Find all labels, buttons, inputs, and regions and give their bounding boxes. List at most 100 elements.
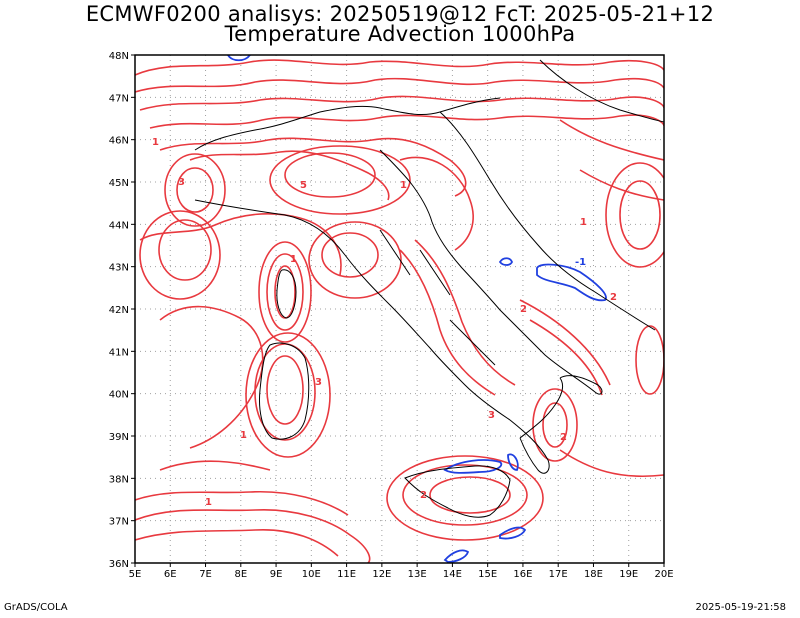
contour-label-layer: 1 3 5 1 1 3 1 2 1 2 2 1 2 -1 3: [152, 137, 617, 508]
lon-tick-label: 11E: [337, 569, 356, 580]
contour-south-2: [135, 529, 339, 557]
contour-corsica-1: [274, 265, 296, 319]
coast-north-border: [539, 59, 664, 123]
contour-value-label: 1: [580, 217, 587, 228]
lon-tick-label: 9E: [270, 569, 283, 580]
lat-tick-label: 38N: [109, 474, 129, 485]
contour-tuscany-2: [308, 221, 402, 299]
coast-internal-border-1: [379, 229, 411, 276]
coast-corsica: [276, 269, 297, 319]
lat-tick-label: 44N: [109, 220, 129, 231]
contour-calabria-1: [542, 402, 568, 448]
contour-value-label: -1: [575, 257, 586, 268]
neg-contour-adriatic-small: [498, 257, 513, 266]
neg-contour-sicily-e: [507, 453, 519, 471]
longitude-axis: 5E 6E 7E 8E 9E 10E 11E 12E 13E 14E 15E 16E 17E 18E 19E…: [129, 563, 674, 580]
contour-value-label: 2: [610, 292, 617, 303]
contour-alps-1: [135, 59, 664, 76]
contour-alps-2: [135, 77, 664, 93]
lat-tick-label: 48N: [109, 51, 129, 62]
footer-software-label: GrADS/COLA: [4, 602, 68, 613]
contour-apennine-2: [414, 239, 516, 386]
lat-tick-label: 39N: [109, 432, 129, 443]
neg-contour-ionian: [499, 526, 527, 540]
contour-calabria-2: [532, 388, 578, 462]
positive-contours: [135, 59, 664, 563]
lat-tick-label: 47N: [109, 93, 129, 104]
contour-central-sea: [159, 460, 271, 471]
contour-west-4: [139, 210, 221, 300]
lon-tick-label: 13E: [408, 569, 427, 580]
contour-south-3: [135, 490, 349, 516]
contour-ionian: [559, 449, 664, 478]
contour-south-1: [135, 508, 371, 563]
contour-value-label: 1: [240, 430, 247, 441]
contour-alps-5: [159, 137, 467, 197]
contour-value-label: 3: [315, 377, 322, 388]
lat-tick-label: 42N: [109, 305, 129, 316]
map-title: ECMWF0200 analisys: 20250519@12 FcT: 202…: [85, 2, 715, 26]
contour-sardinia-1: [266, 355, 304, 425]
lon-tick-label: 8E: [234, 569, 247, 580]
contour-corsica-3: [258, 241, 312, 343]
contour-tuscany-1: [321, 232, 379, 278]
contour-east-5: [579, 169, 664, 201]
contour-value-label: 1: [290, 254, 297, 265]
contour-po-1: [284, 152, 376, 198]
contour-po-2: [269, 145, 411, 215]
lat-tick-label: 36N: [109, 559, 129, 570]
contour-east-3: [635, 325, 664, 395]
contour-sicily-1: [429, 476, 511, 514]
contour-tyrrhenian-w: [159, 305, 264, 449]
contour-west-2: [164, 153, 226, 227]
lon-tick-label: 5E: [129, 569, 142, 580]
lat-tick-label: 41N: [109, 347, 129, 358]
neg-contour-south: [443, 549, 470, 563]
coast-alps-border: [194, 97, 501, 151]
contour-value-label: 2: [560, 432, 567, 443]
coast-internal-border-2: [419, 249, 451, 296]
contour-east-2: [605, 162, 664, 268]
contour-value-label: 1: [400, 180, 407, 191]
lon-tick-label: 14E: [443, 569, 462, 580]
contour-east-1: [619, 180, 661, 250]
negative-contours: [227, 55, 607, 563]
contour-value-label: 1: [205, 497, 212, 508]
neg-contour-sicily-n: [443, 459, 503, 474]
contour-value-label: 1: [152, 137, 159, 148]
contour-value-label: 3: [178, 177, 185, 188]
contour-apennine-1: [399, 249, 496, 396]
neg-contour-north: [227, 55, 251, 62]
neg-contour-adriatic: [536, 263, 607, 302]
contour-alps-3: [139, 95, 664, 111]
footer-timestamp: 2025-05-19-21:58: [695, 602, 786, 613]
lat-tick-label: 40N: [109, 390, 129, 401]
coast-sardinia: [259, 342, 310, 440]
contour-value-label: 5: [300, 180, 307, 191]
contour-value-label: 2: [520, 304, 527, 315]
lon-tick-label: 18E: [584, 569, 603, 580]
lat-tick-label: 37N: [109, 517, 129, 528]
contour-west-3: [158, 219, 212, 281]
contour-value-label: 2: [420, 490, 427, 501]
contour-puglia: [519, 299, 611, 386]
lon-tick-label: 16E: [513, 569, 532, 580]
contour-adriatic-n: [399, 156, 474, 251]
lon-tick-label: 12E: [372, 569, 391, 580]
contour-corsica-2: [266, 253, 304, 331]
map-subtitle: Temperature Advection 1000hPa: [224, 22, 576, 46]
lat-tick-label: 43N: [109, 263, 129, 274]
lon-tick-label: 7E: [199, 569, 212, 580]
lon-tick-label: 6E: [164, 569, 177, 580]
coast-internal-border-3: [449, 319, 496, 366]
contour-west-1: [176, 167, 214, 213]
lon-tick-label: 15E: [478, 569, 497, 580]
contour-sicily-3: [386, 455, 544, 541]
contour-east-4: [559, 119, 664, 161]
lat-tick-label: 46N: [109, 136, 129, 147]
lon-tick-label: 19E: [619, 569, 638, 580]
lat-tick-label: 45N: [109, 178, 129, 189]
contour-puglia-2: [529, 319, 603, 396]
contour-sicily-2: [402, 464, 528, 526]
